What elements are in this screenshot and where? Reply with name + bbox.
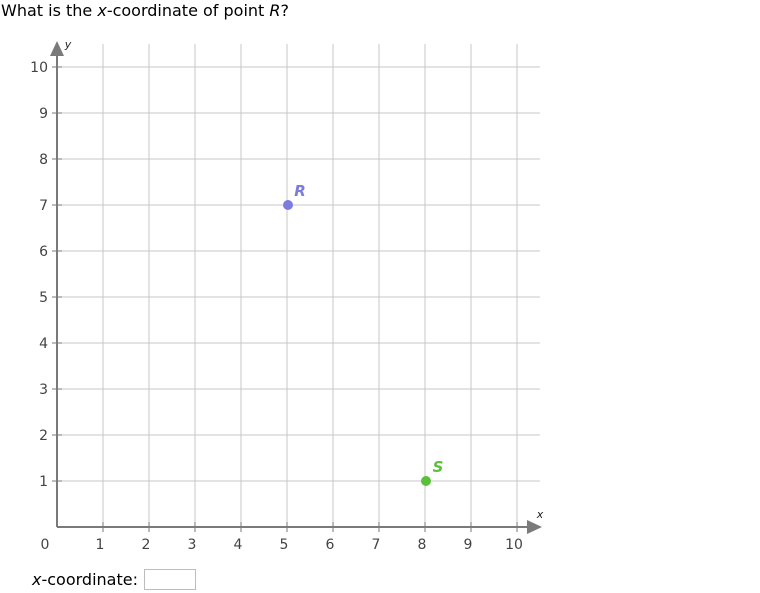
x-tick-label: 6	[326, 537, 335, 553]
x-tick-label: 8	[418, 537, 427, 553]
y-tick-label: 7	[39, 198, 48, 214]
x-tick-label: 9	[464, 537, 473, 553]
y-tick-label: 3	[39, 382, 48, 398]
question-point-name: R	[269, 1, 281, 20]
y-tick-label: 6	[39, 244, 48, 260]
x-coordinate-input[interactable]	[143, 568, 196, 590]
x-tick-label: 1	[96, 537, 105, 553]
x-tick-label: 10	[505, 537, 523, 553]
question-text: What is the x-coordinate of point R?	[1, 1, 289, 21]
y-axis-arrow-icon	[50, 41, 64, 56]
point-r-label: R	[294, 182, 306, 200]
point-s-marker	[421, 476, 431, 486]
question-suffix: ?	[280, 1, 290, 20]
y-axis-label: y	[64, 38, 72, 51]
question-prefix: What is the	[1, 1, 98, 20]
y-tick-label: 1	[39, 474, 48, 490]
question-variable: x	[97, 1, 107, 20]
point-s-label: S	[433, 458, 444, 476]
answer-label: -coordinate:	[41, 569, 138, 589]
point-r-marker	[283, 200, 293, 210]
question-middle: -coordinate of point	[106, 1, 270, 20]
x-axis-label: x	[536, 508, 544, 521]
y-tick-label: 9	[39, 106, 48, 122]
answer-label-variable: x	[32, 569, 42, 589]
y-tick-label: 5	[39, 290, 48, 306]
x-tick-label: 4	[234, 537, 243, 553]
x-tick-label: 5	[280, 537, 289, 553]
x-axis-arrow-icon	[527, 520, 542, 534]
answer-row: x -coordinate:	[32, 568, 196, 590]
y-tick-label: 4	[39, 336, 48, 352]
y-tick-label: 2	[39, 428, 48, 444]
y-tick-label: 10	[30, 60, 48, 76]
x-tick-label: 2	[142, 537, 151, 553]
x-tick-label: 7	[372, 537, 381, 553]
origin-label: 0	[41, 537, 50, 553]
y-tick-label: 8	[39, 152, 48, 168]
x-tick-label: 3	[188, 537, 197, 553]
